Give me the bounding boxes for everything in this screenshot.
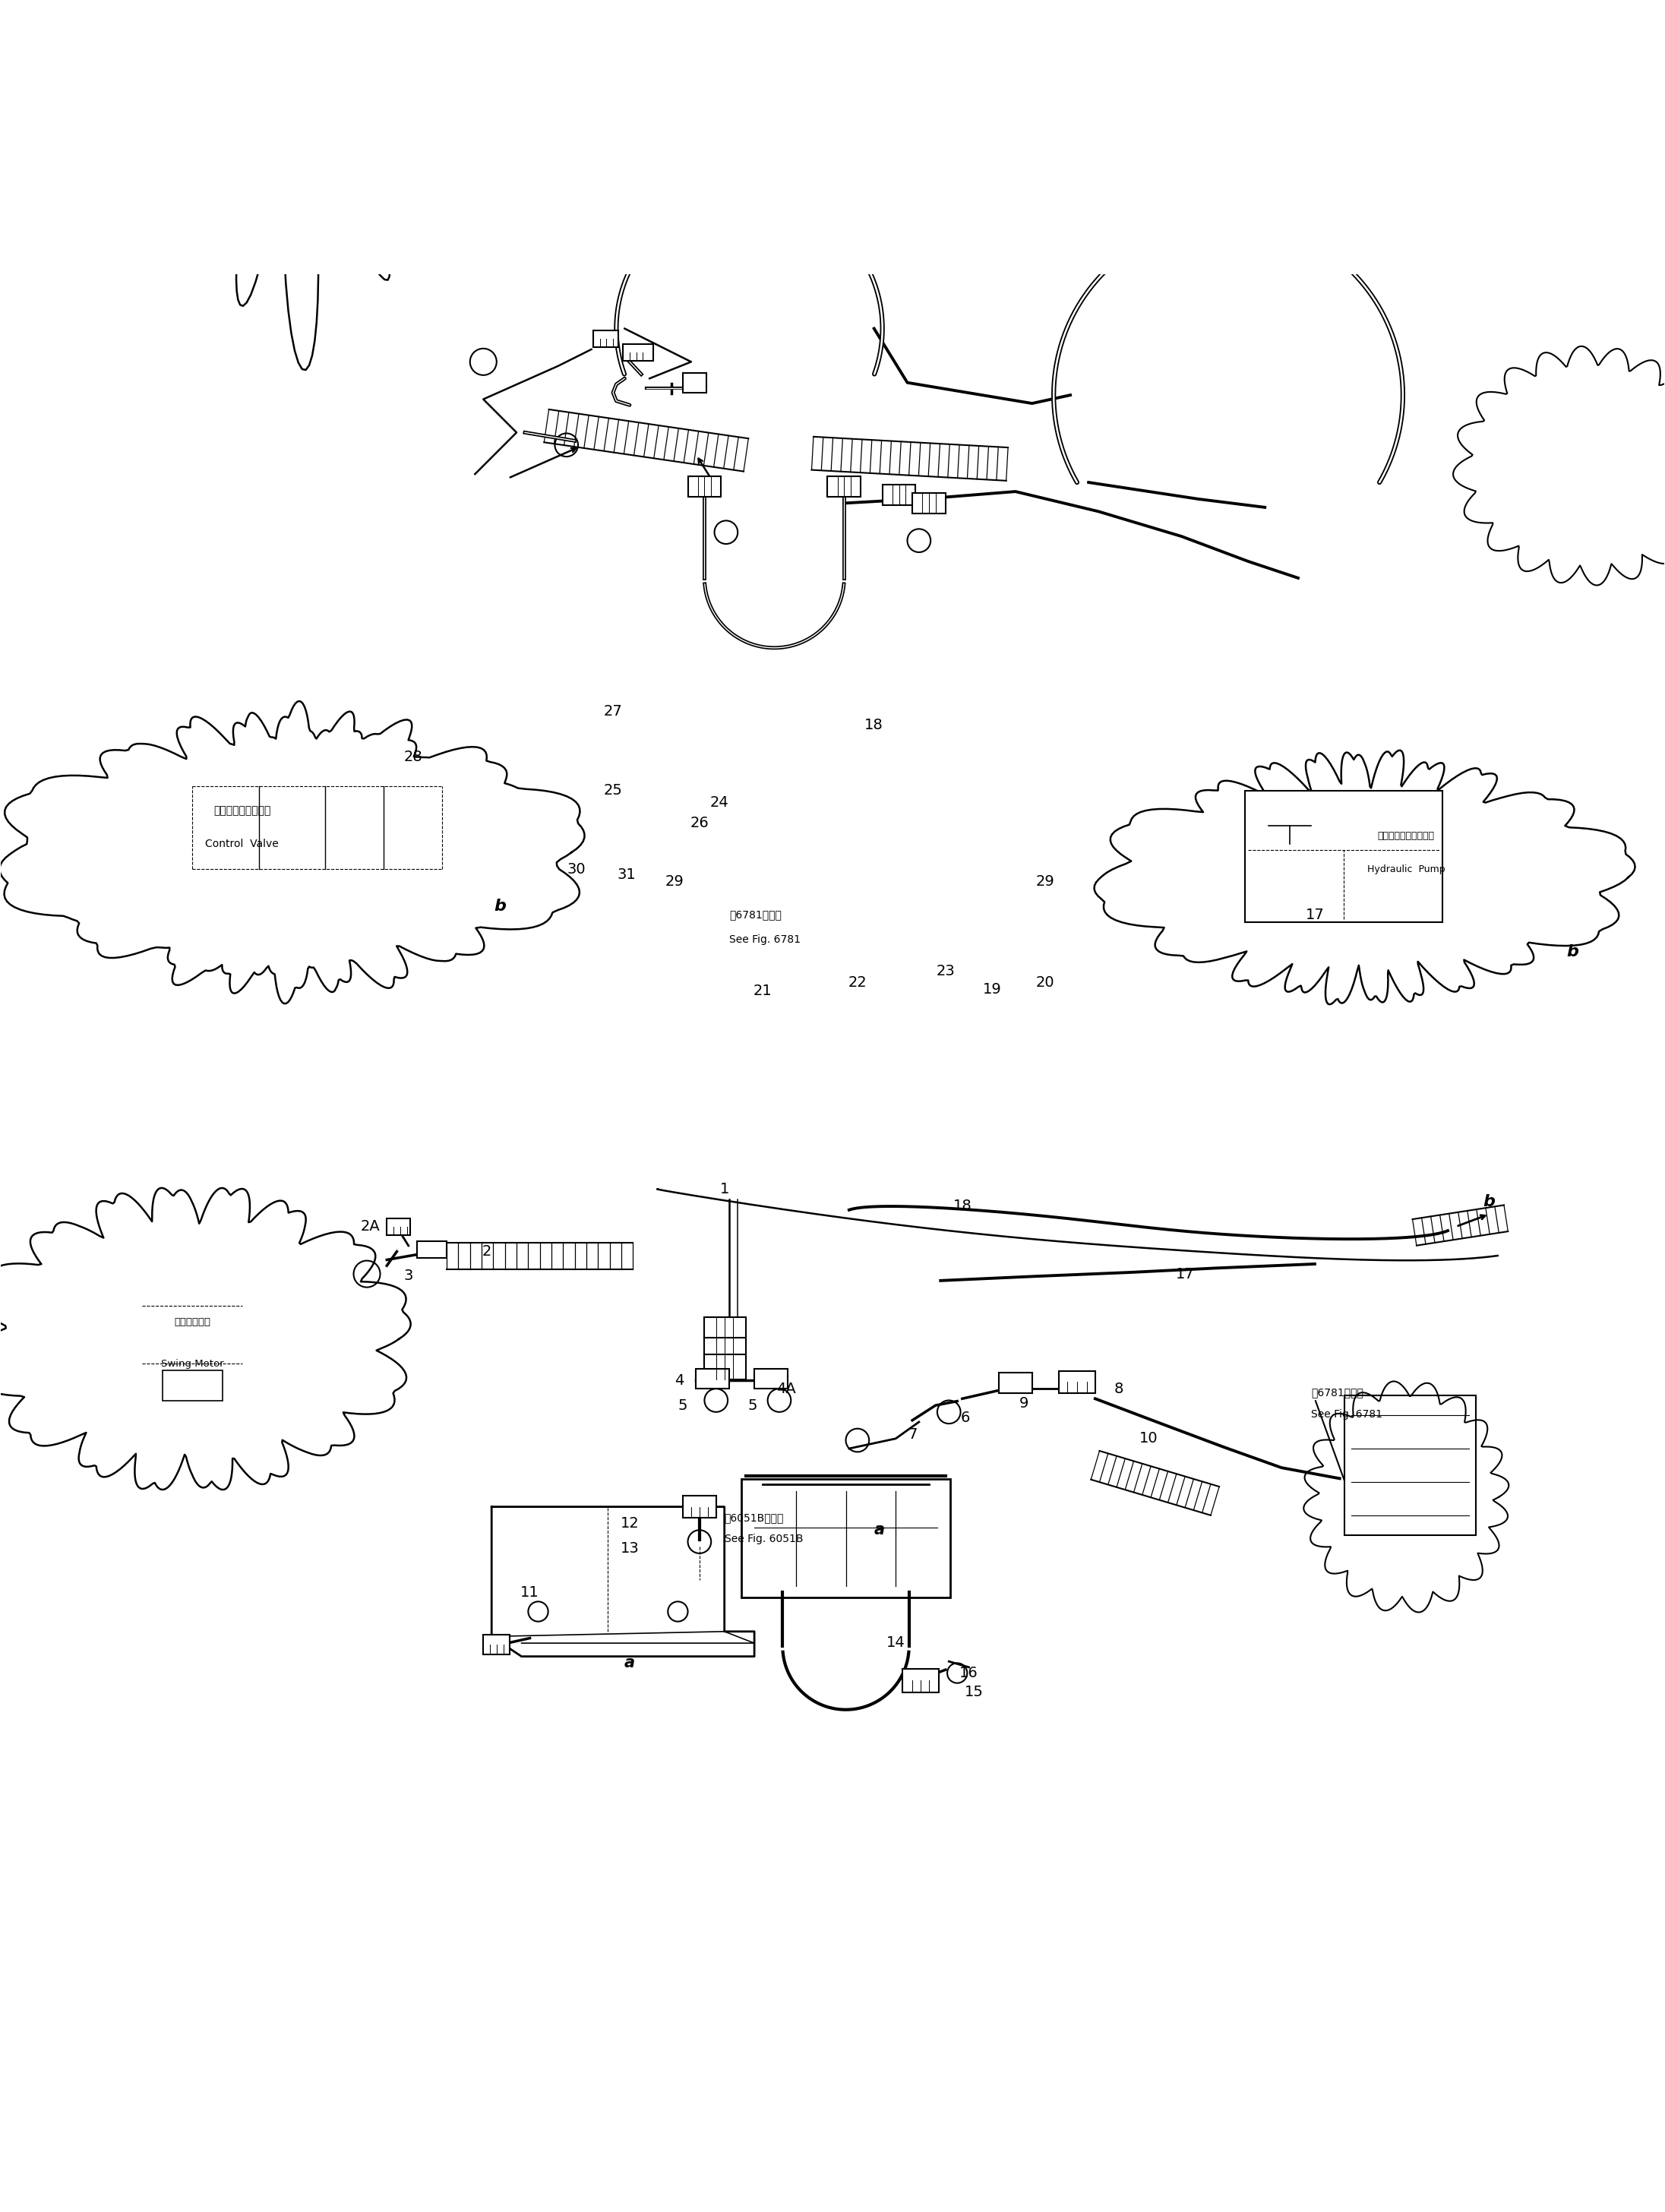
Text: 26: 26 (689, 816, 709, 830)
Text: 15: 15 (964, 1686, 984, 1699)
Bar (683, 1495, 716, 1517)
Bar (416, 1241, 446, 1259)
Text: 5: 5 (678, 1398, 688, 1413)
Text: 6: 6 (961, 1411, 971, 1425)
Bar (999, 1374, 1032, 1394)
Text: 20: 20 (1036, 975, 1054, 991)
Text: ハイドロリックボンプ: ハイドロリックボンプ (1377, 832, 1435, 841)
Text: 14: 14 (886, 1635, 906, 1650)
Text: 29: 29 (664, 874, 684, 889)
Text: 18: 18 (952, 1199, 972, 1212)
Polygon shape (0, 1188, 411, 1489)
Polygon shape (1304, 1380, 1508, 1613)
Bar (754, 1369, 788, 1389)
Bar (386, 1219, 410, 1234)
Bar (683, 372, 706, 392)
Text: 22: 22 (847, 975, 867, 991)
Text: 4A: 4A (776, 1382, 796, 1396)
Text: Control  Valve: Control Valve (205, 838, 280, 849)
Text: 17: 17 (1175, 1267, 1194, 1281)
Text: 7: 7 (907, 1427, 917, 1442)
Text: 10: 10 (1139, 1431, 1157, 1447)
Text: 3: 3 (405, 1267, 413, 1283)
FancyBboxPatch shape (1245, 792, 1444, 922)
Text: 第6781図参照: 第6781図参照 (1312, 1387, 1364, 1398)
Text: 16: 16 (959, 1666, 979, 1681)
Text: 28: 28 (405, 750, 423, 763)
Text: See Fig. 6781: See Fig. 6781 (1312, 1409, 1384, 1420)
Polygon shape (1094, 750, 1635, 1004)
Bar (704, 1316, 746, 1343)
Text: 31: 31 (618, 867, 636, 883)
Bar (483, 1635, 509, 1655)
Text: 8: 8 (1114, 1382, 1124, 1396)
Text: 4: 4 (674, 1374, 684, 1387)
Text: 18: 18 (864, 719, 884, 732)
Text: b: b (1567, 945, 1578, 960)
Text: 旋回　モータ: 旋回 モータ (175, 1318, 210, 1327)
Text: Swing Motor: Swing Motor (162, 1358, 223, 1369)
Text: a: a (874, 1522, 884, 1537)
Text: See Fig. 6051B: See Fig. 6051B (724, 1533, 803, 1544)
Text: コントロールバルブ: コントロールバルブ (213, 805, 271, 816)
FancyBboxPatch shape (741, 1480, 951, 1597)
Bar (688, 476, 721, 495)
Text: b: b (495, 898, 506, 914)
Bar (623, 345, 653, 361)
Text: 30: 30 (568, 863, 586, 876)
Text: See Fig. 6781: See Fig. 6781 (729, 933, 801, 945)
Text: 第6051B図参照: 第6051B図参照 (724, 1513, 784, 1522)
Bar (828, 476, 861, 495)
Text: 19: 19 (982, 982, 1002, 998)
Bar (163, 1371, 221, 1400)
Text: b: b (1484, 1194, 1495, 1210)
Text: 12: 12 (621, 1515, 639, 1531)
Bar (704, 1338, 746, 1363)
Text: 23: 23 (936, 964, 956, 978)
Text: 2: 2 (481, 1245, 491, 1259)
Polygon shape (491, 1506, 754, 1657)
Text: 25: 25 (603, 783, 623, 796)
Bar (882, 484, 916, 504)
Bar (902, 1668, 939, 1692)
Text: 2A: 2A (360, 1219, 380, 1234)
Bar (593, 330, 618, 347)
Bar (704, 1354, 746, 1380)
Text: 5: 5 (748, 1398, 758, 1413)
Text: a: a (624, 1655, 634, 1670)
Bar (912, 493, 946, 513)
Text: 29: 29 (1036, 874, 1054, 889)
Text: 9: 9 (1019, 1396, 1029, 1411)
Bar (696, 1369, 729, 1389)
Text: 17: 17 (1305, 907, 1324, 922)
Polygon shape (0, 701, 584, 1004)
Text: 13: 13 (621, 1542, 639, 1555)
Polygon shape (0, 0, 689, 369)
Text: 第6781図参照: 第6781図参照 (729, 909, 781, 920)
Polygon shape (1454, 347, 1665, 586)
Text: Hydraulic  Pump: Hydraulic Pump (1367, 865, 1445, 874)
Text: 21: 21 (753, 984, 773, 998)
FancyBboxPatch shape (1345, 1396, 1477, 1535)
Text: 11: 11 (521, 1586, 539, 1599)
Text: 27: 27 (604, 703, 623, 719)
Text: 24: 24 (709, 796, 729, 810)
Text: 1: 1 (719, 1181, 729, 1197)
Bar (1059, 1371, 1096, 1394)
